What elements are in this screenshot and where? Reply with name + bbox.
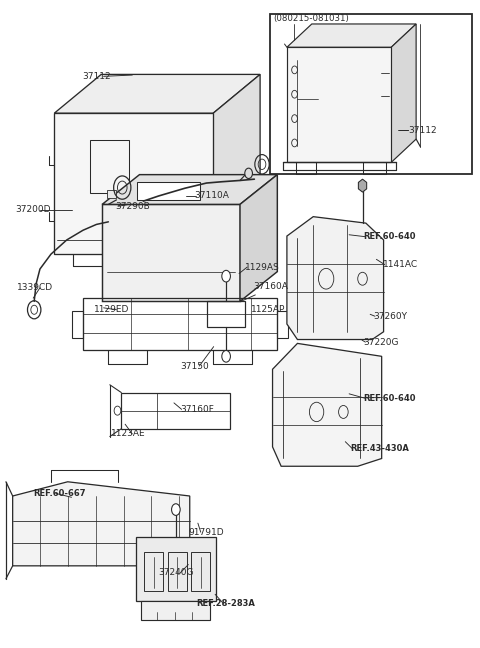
Bar <box>168 552 187 591</box>
Circle shape <box>245 168 252 178</box>
Bar <box>136 537 216 601</box>
Text: REF.60-640: REF.60-640 <box>363 232 416 241</box>
Text: 37112: 37112 <box>408 126 437 135</box>
Polygon shape <box>273 343 382 467</box>
Polygon shape <box>359 179 367 192</box>
Text: REF.60-640: REF.60-640 <box>363 394 416 403</box>
Text: 37260Y: 37260Y <box>373 312 407 321</box>
Polygon shape <box>54 75 260 113</box>
Text: REF.28-283A: REF.28-283A <box>196 599 255 608</box>
Bar <box>207 301 245 327</box>
Text: 37290B: 37290B <box>116 202 150 211</box>
Text: 1123AE: 1123AE <box>111 430 145 439</box>
Polygon shape <box>102 174 277 204</box>
Polygon shape <box>240 174 277 301</box>
Bar <box>72 311 83 338</box>
Bar <box>142 601 210 620</box>
Text: 37150: 37150 <box>180 362 209 371</box>
Polygon shape <box>287 216 384 340</box>
Circle shape <box>31 305 37 314</box>
Polygon shape <box>12 481 190 566</box>
Bar <box>83 298 277 350</box>
Text: (080215-081031): (080215-081031) <box>274 14 349 23</box>
Bar <box>191 552 210 591</box>
Text: REF.60-667: REF.60-667 <box>33 489 86 498</box>
Bar <box>102 204 240 301</box>
Text: REF.43-430A: REF.43-430A <box>350 445 409 454</box>
Text: 37110A: 37110A <box>194 191 229 200</box>
Text: 1129ED: 1129ED <box>94 305 130 314</box>
Text: 37200D: 37200D <box>15 205 50 214</box>
Text: 37220G: 37220G <box>363 338 399 347</box>
Text: 91791D: 91791D <box>188 527 224 537</box>
Text: 1141AC: 1141AC <box>383 260 418 269</box>
Bar <box>270 14 472 174</box>
Polygon shape <box>391 24 416 163</box>
Text: 37240G: 37240G <box>158 568 194 577</box>
Text: 1339CD: 1339CD <box>17 283 54 292</box>
Polygon shape <box>213 75 260 254</box>
Bar <box>137 182 200 200</box>
Bar <box>107 190 116 198</box>
Polygon shape <box>287 24 416 47</box>
Text: 1129AS: 1129AS <box>245 262 279 272</box>
Text: 37160F: 37160F <box>180 405 214 414</box>
Bar <box>144 552 163 591</box>
Circle shape <box>222 270 230 282</box>
Bar <box>277 311 288 338</box>
Bar <box>54 113 213 254</box>
Text: 37112: 37112 <box>82 72 111 81</box>
Text: 1125AP: 1125AP <box>251 305 285 314</box>
Bar <box>287 47 391 163</box>
Text: 37160A: 37160A <box>253 282 288 291</box>
Bar <box>90 140 130 192</box>
Bar <box>121 393 230 429</box>
Circle shape <box>171 503 180 515</box>
Circle shape <box>222 351 230 362</box>
